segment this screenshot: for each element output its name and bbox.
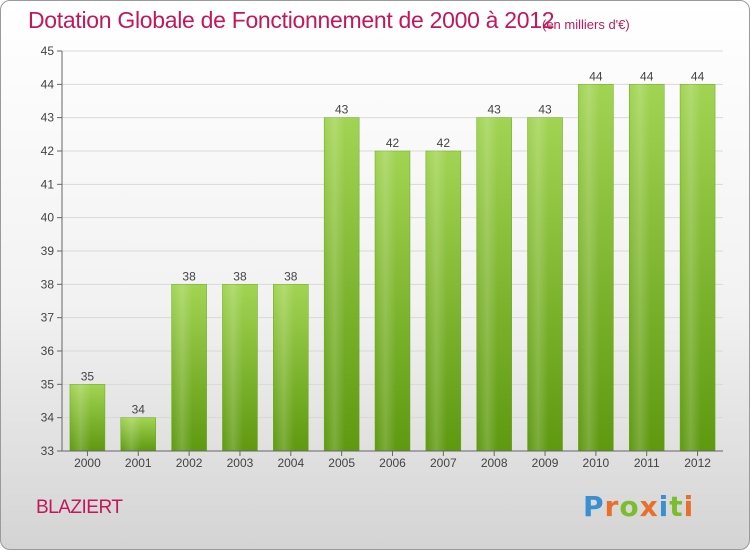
bar-shine — [69, 384, 105, 451]
y-tick-label: 44 — [41, 77, 55, 91]
y-tick-label: 45 — [41, 44, 55, 58]
labels: 33 34 35 36 37 38 39 40 41 42 43 44 45 35 2000 34 2001 38… — [41, 44, 712, 470]
bar-value-label: 35 — [81, 369, 95, 383]
bar-shine — [171, 284, 207, 451]
x-tick-label: 2008 — [481, 456, 508, 470]
x-tick-label: 2009 — [532, 456, 559, 470]
x-tick-label: 2000 — [74, 456, 101, 470]
x-tick-label: 2011 — [634, 456, 660, 470]
y-tick-label: 33 — [41, 444, 55, 458]
y-tick-label: 35 — [41, 377, 55, 391]
x-tick-label: 2003 — [227, 456, 254, 470]
x-tick-label: 2005 — [328, 456, 355, 470]
bar-shine — [476, 117, 512, 452]
bar-value-label: 43 — [335, 103, 349, 117]
bar-shine — [273, 284, 309, 451]
y-tick-label: 43 — [41, 111, 55, 125]
x-tick-label: 2007 — [430, 456, 457, 470]
bar-shine — [527, 117, 563, 452]
bar-value-label: 43 — [538, 103, 552, 117]
bar-shine — [629, 84, 665, 451]
bar-value-label: 34 — [132, 403, 146, 417]
x-tick-label: 2002 — [176, 456, 203, 470]
bar-shine — [324, 117, 360, 452]
bar-value-label: 38 — [182, 269, 196, 283]
x-tick-label: 2006 — [379, 456, 406, 470]
chart-title: Dotation Globale de Fonctionnement de 20… — [28, 7, 555, 33]
bar-value-label: 38 — [233, 269, 247, 283]
axes — [57, 50, 723, 456]
y-tick-label: 42 — [41, 144, 55, 158]
x-tick-label: 2012 — [684, 456, 711, 470]
x-tick-label: 2010 — [583, 456, 610, 470]
y-tick-label: 37 — [41, 311, 55, 325]
y-tick-label: 41 — [41, 177, 55, 191]
bar-value-label: 44 — [640, 69, 654, 83]
chart-subtitle: (en milliers d'€) — [542, 17, 630, 32]
bar-value-label: 38 — [284, 269, 298, 283]
bar-value-label: 44 — [589, 69, 603, 83]
bar-value-label: 44 — [691, 69, 705, 83]
x-tick-label: 2004 — [277, 456, 304, 470]
y-tick-label: 39 — [41, 244, 55, 258]
bars — [69, 84, 716, 452]
bar-shine — [680, 84, 716, 451]
y-tick-label: 40 — [41, 211, 55, 225]
proxiti-logo[interactable]: Proxiti — [583, 490, 695, 523]
bar-value-label: 42 — [386, 136, 400, 150]
x-tick-label: 2001 — [125, 456, 152, 470]
bar-shine — [578, 84, 614, 451]
y-tick-label: 38 — [41, 277, 55, 291]
bar-shine — [375, 151, 410, 451]
bar-shine — [120, 417, 156, 451]
y-tick-label: 36 — [41, 344, 55, 358]
bar-value-label: 42 — [437, 136, 451, 150]
commune-name: BLAZIERT — [36, 497, 123, 518]
bar-value-label: 43 — [488, 103, 502, 117]
y-tick-label: 34 — [41, 411, 55, 425]
bar-shine — [222, 284, 258, 451]
bar-shine — [425, 151, 461, 451]
